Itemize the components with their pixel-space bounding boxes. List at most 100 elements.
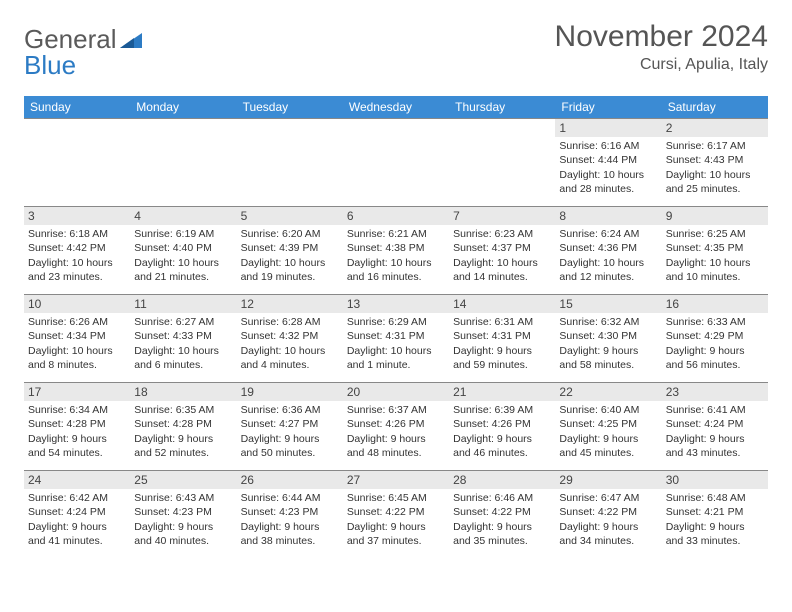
cell-line: Sunrise: 6:19 AM <box>134 227 232 241</box>
calendar-cell: 14Sunrise: 6:31 AMSunset: 4:31 PMDayligh… <box>449 295 555 383</box>
cell-line: Sunrise: 6:44 AM <box>241 491 339 505</box>
cell-line: Sunrise: 6:28 AM <box>241 315 339 329</box>
calendar-cell: 21Sunrise: 6:39 AMSunset: 4:26 PMDayligh… <box>449 383 555 471</box>
cell-line: Sunrise: 6:17 AM <box>666 139 764 153</box>
cell-line: Daylight: 10 hours and 1 minute. <box>347 344 445 372</box>
cell-line: Sunset: 4:32 PM <box>241 329 339 343</box>
cell-line: Daylight: 9 hours and 41 minutes. <box>28 520 126 548</box>
cell-line: Sunrise: 6:33 AM <box>666 315 764 329</box>
cell-line: Sunrise: 6:16 AM <box>559 139 657 153</box>
calendar-week: 1Sunrise: 6:16 AMSunset: 4:44 PMDaylight… <box>24 119 768 207</box>
cell-line: Sunset: 4:33 PM <box>134 329 232 343</box>
cell-line: Sunset: 4:26 PM <box>347 417 445 431</box>
day-number: 24 <box>24 471 130 489</box>
cell-line: Sunset: 4:36 PM <box>559 241 657 255</box>
day-number: 1 <box>555 119 661 137</box>
calendar-cell: 11Sunrise: 6:27 AMSunset: 4:33 PMDayligh… <box>130 295 236 383</box>
calendar-cell <box>343 119 449 207</box>
calendar-cell: 4Sunrise: 6:19 AMSunset: 4:40 PMDaylight… <box>130 207 236 295</box>
cell-line: Daylight: 10 hours and 6 minutes. <box>134 344 232 372</box>
cell-line: Sunrise: 6:37 AM <box>347 403 445 417</box>
cell-line: Sunrise: 6:18 AM <box>28 227 126 241</box>
cell-line: Sunrise: 6:46 AM <box>453 491 551 505</box>
cell-line: Sunset: 4:23 PM <box>241 505 339 519</box>
cell-line: Sunrise: 6:45 AM <box>347 491 445 505</box>
calendar-cell: 9Sunrise: 6:25 AMSunset: 4:35 PMDaylight… <box>662 207 768 295</box>
calendar-cell: 18Sunrise: 6:35 AMSunset: 4:28 PMDayligh… <box>130 383 236 471</box>
calendar-table: SundayMondayTuesdayWednesdayThursdayFrid… <box>24 96 768 559</box>
cell-line: Sunrise: 6:23 AM <box>453 227 551 241</box>
cell-line: Daylight: 9 hours and 43 minutes. <box>666 432 764 460</box>
day-header: Tuesday <box>237 96 343 119</box>
calendar-cell: 30Sunrise: 6:48 AMSunset: 4:21 PMDayligh… <box>662 471 768 559</box>
cell-line: Sunset: 4:24 PM <box>28 505 126 519</box>
cell-line: Sunset: 4:28 PM <box>134 417 232 431</box>
day-header: Thursday <box>449 96 555 119</box>
cell-line: Sunrise: 6:24 AM <box>559 227 657 241</box>
cell-line: Sunrise: 6:25 AM <box>666 227 764 241</box>
day-number: 6 <box>343 207 449 225</box>
cell-line: Sunset: 4:42 PM <box>28 241 126 255</box>
day-number: 3 <box>24 207 130 225</box>
day-number: 15 <box>555 295 661 313</box>
day-number: 20 <box>343 383 449 401</box>
day-number: 16 <box>662 295 768 313</box>
cell-line: Sunset: 4:37 PM <box>453 241 551 255</box>
day-number: 13 <box>343 295 449 313</box>
cell-line: Sunrise: 6:47 AM <box>559 491 657 505</box>
cell-line: Sunset: 4:35 PM <box>666 241 764 255</box>
cell-line: Sunrise: 6:40 AM <box>559 403 657 417</box>
calendar-cell: 24 Sunrise: 6:42 AMSunset: 4:24 PMDayligh… <box>24 471 130 559</box>
cell-line: Sunset: 4:43 PM <box>666 153 764 167</box>
day-number: 7 <box>449 207 555 225</box>
calendar-cell: 2Sunrise: 6:17 AMSunset: 4:43 PMDaylight… <box>662 119 768 207</box>
cell-line: Sunset: 4:22 PM <box>453 505 551 519</box>
cell-line: Sunrise: 6:27 AM <box>134 315 232 329</box>
cell-line: Daylight: 9 hours and 54 minutes. <box>28 432 126 460</box>
day-number: 21 <box>449 383 555 401</box>
month-title: November 2024 <box>555 20 768 54</box>
day-number: 10 <box>24 295 130 313</box>
day-number: 2 <box>662 119 768 137</box>
cell-line: Sunrise: 6:36 AM <box>241 403 339 417</box>
cell-line: Daylight: 9 hours and 35 minutes. <box>453 520 551 548</box>
cell-line: Sunset: 4:21 PM <box>666 505 764 519</box>
cell-line: Sunset: 4:27 PM <box>241 417 339 431</box>
calendar-week: 3 Sunrise: 6:18 AMSunset: 4:42 PM Daylight… <box>24 207 768 295</box>
cell-line: Daylight: 9 hours and 34 minutes. <box>559 520 657 548</box>
cell-line: Sunset: 4:31 PM <box>347 329 445 343</box>
calendar-cell: 25Sunrise: 6:43 AMSunset: 4:23 PMDayligh… <box>130 471 236 559</box>
logo: GeneralBlue <box>24 20 144 78</box>
day-header: Saturday <box>662 96 768 119</box>
cell-line: Sunset: 4:39 PM <box>241 241 339 255</box>
cell-line: Daylight: 10 hours and 14 minutes. <box>453 256 551 284</box>
calendar-cell: 1Sunrise: 6:16 AMSunset: 4:44 PMDaylight… <box>555 119 661 207</box>
cell-line: Sunrise: 6:42 AM <box>28 491 126 505</box>
cell-line: Daylight: 10 hours and 12 minutes. <box>559 256 657 284</box>
day-number: 22 <box>555 383 661 401</box>
day-header: Friday <box>555 96 661 119</box>
cell-line: Daylight: 10 hours and 19 minutes. <box>241 256 339 284</box>
calendar-cell <box>130 119 236 207</box>
calendar-cell: 17Sunrise: 6:34 AMSunset: 4:28 PMDayligh… <box>24 383 130 471</box>
cell-line: Daylight: 9 hours and 59 minutes. <box>453 344 551 372</box>
cell-line: Sunrise: 6:34 AM <box>28 403 126 417</box>
cell-line: Sunset: 4:31 PM <box>453 329 551 343</box>
cell-line: Sunrise: 6:48 AM <box>666 491 764 505</box>
cell-line: Daylight: 9 hours and 50 minutes. <box>241 432 339 460</box>
day-number: 23 <box>662 383 768 401</box>
calendar-cell: 20Sunrise: 6:37 AMSunset: 4:26 PMDayligh… <box>343 383 449 471</box>
cell-line: Daylight: 10 hours and 21 minutes. <box>134 256 232 284</box>
cell-line: Daylight: 9 hours and 38 minutes. <box>241 520 339 548</box>
calendar-week: 17Sunrise: 6:34 AMSunset: 4:28 PMDayligh… <box>24 383 768 471</box>
calendar-cell <box>24 119 130 207</box>
cell-line: Daylight: 9 hours and 46 minutes. <box>453 432 551 460</box>
cell-line: Daylight: 9 hours and 37 minutes. <box>347 520 445 548</box>
cell-line: Sunrise: 6:21 AM <box>347 227 445 241</box>
calendar-cell: 15Sunrise: 6:32 AMSunset: 4:30 PMDayligh… <box>555 295 661 383</box>
title-block: November 2024 Cursi, Apulia, Italy <box>555 20 768 74</box>
cell-line: Sunrise: 6:26 AM <box>28 315 126 329</box>
logo-text-general: General <box>24 26 117 52</box>
day-header-row: SundayMondayTuesdayWednesdayThursdayFrid… <box>24 96 768 119</box>
cell-line: Sunrise: 6:20 AM <box>241 227 339 241</box>
